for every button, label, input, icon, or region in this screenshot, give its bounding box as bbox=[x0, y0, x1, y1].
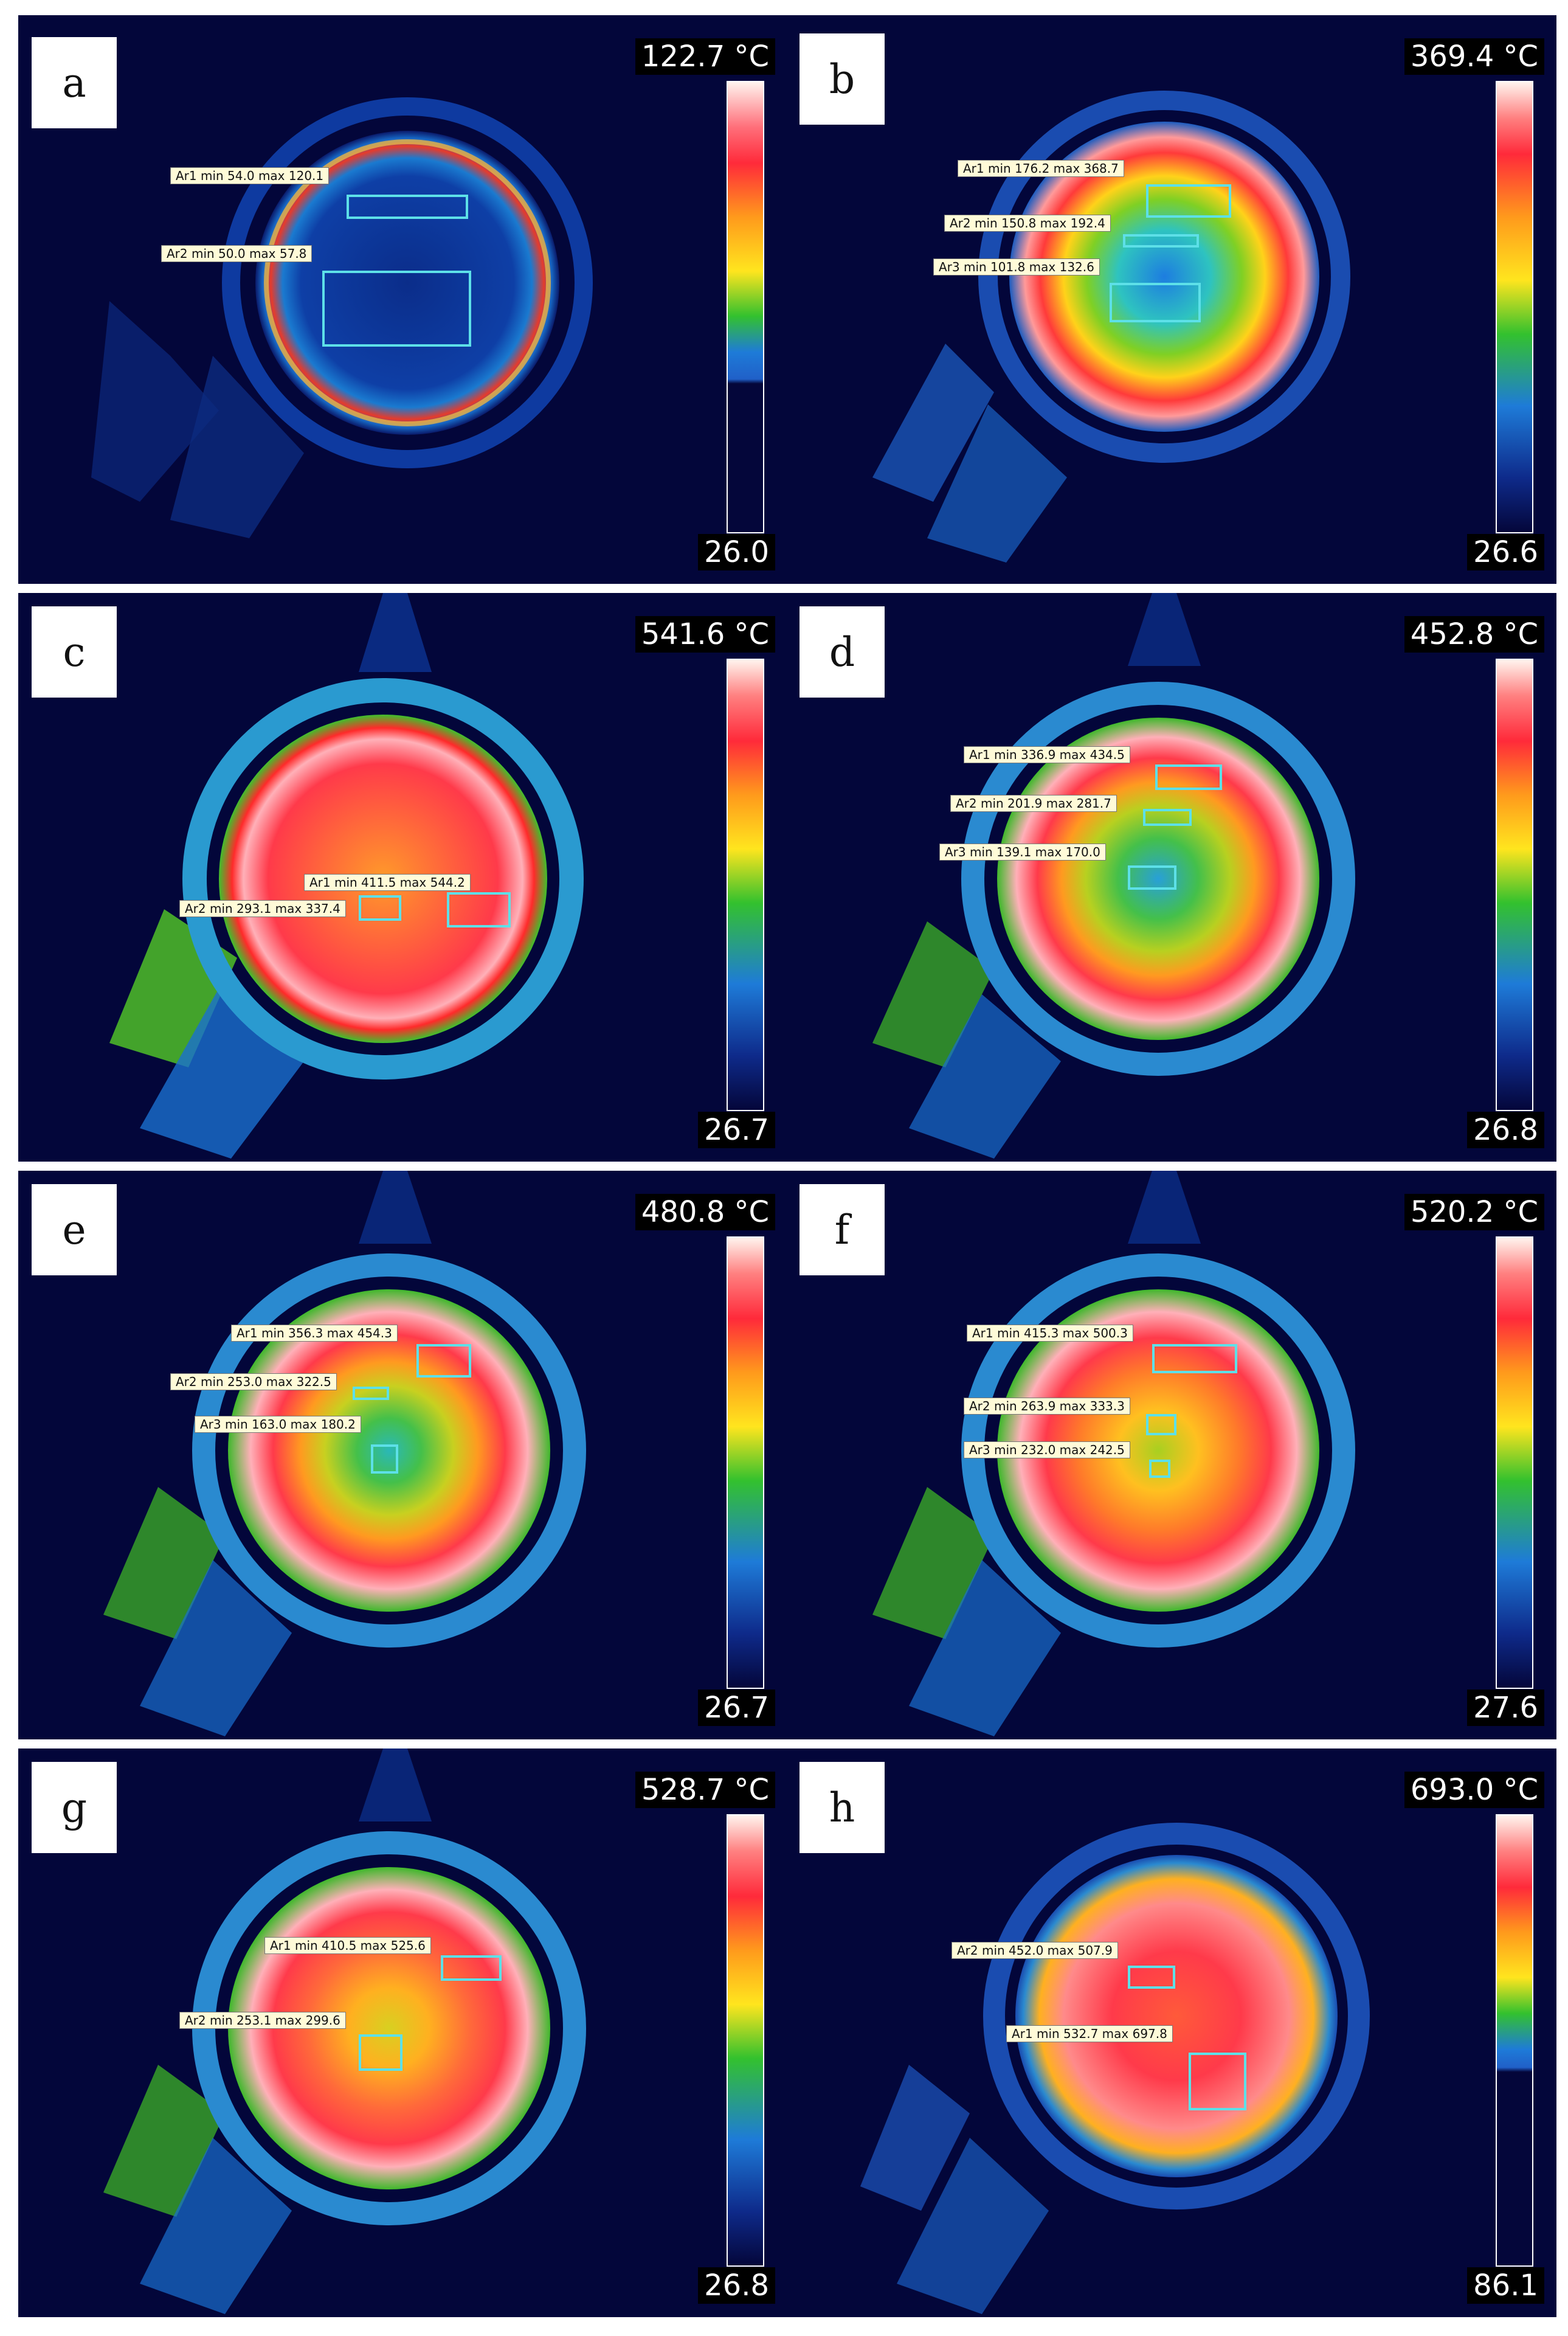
panel-letter: g bbox=[32, 1762, 117, 1853]
region-label: Ar2 min 150.8 max 192.4 bbox=[944, 215, 1111, 232]
roi-box bbox=[1143, 809, 1192, 826]
region-label: Ar1 min 410.5 max 525.6 bbox=[264, 1937, 431, 1954]
scale-max-label: 369.4 °C bbox=[1404, 38, 1544, 75]
roi-box bbox=[1146, 184, 1231, 218]
roi-box bbox=[347, 195, 468, 219]
thermal-image bbox=[103, 1749, 586, 2314]
region-label: Ar1 min 356.3 max 454.3 bbox=[231, 1325, 398, 1342]
scale-max-label: 693.0 °C bbox=[1404, 1772, 1544, 1808]
scale-min-label: 26.8 bbox=[1467, 1112, 1544, 1148]
thermal-panel-c: c 541.6 °C 26.7 Ar1 min 411.5 max 544.2 … bbox=[18, 593, 787, 1162]
temperature-color-scale bbox=[1496, 1236, 1533, 1689]
temperature-color-scale bbox=[727, 1236, 764, 1689]
roi-box bbox=[359, 2034, 402, 2071]
scale-max-label: 122.7 °C bbox=[635, 38, 775, 75]
scale-max-label: 520.2 °C bbox=[1404, 1194, 1544, 1230]
region-label: Ar1 min 415.3 max 500.3 bbox=[967, 1325, 1133, 1342]
roi-box bbox=[1123, 234, 1199, 248]
roi-box bbox=[1152, 1344, 1237, 1373]
scale-min-label: 26.7 bbox=[698, 1112, 775, 1148]
roi-box bbox=[416, 1344, 471, 1378]
temperature-color-scale bbox=[727, 81, 764, 533]
scale-max-label: 528.7 °C bbox=[635, 1772, 775, 1808]
thermal-panel-f: f 520.2 °C 27.6 Ar1 min 415.3 max 500.3 … bbox=[787, 1171, 1556, 1739]
panel-letter: e bbox=[32, 1184, 117, 1275]
scale-max-label: 541.6 °C bbox=[635, 616, 775, 653]
region-label: Ar3 min 101.8 max 132.6 bbox=[933, 258, 1100, 276]
scale-min-label: 26.7 bbox=[698, 1690, 775, 1726]
thermal-panel-e: e 480.8 °C 26.7 Ar1 min 356.3 max 454.3 … bbox=[18, 1171, 787, 1739]
region-label: Ar2 min 263.9 max 333.3 bbox=[964, 1398, 1130, 1415]
region-label: Ar2 min 50.0 max 57.8 bbox=[161, 245, 313, 262]
temperature-color-scale bbox=[1496, 659, 1533, 1111]
panel-letter: c bbox=[32, 606, 117, 698]
region-label: Ar1 min 336.9 max 434.5 bbox=[964, 746, 1130, 763]
region-label: Ar1 min 54.0 max 120.1 bbox=[170, 167, 330, 184]
roi-box bbox=[447, 892, 511, 927]
thermal-image bbox=[103, 1171, 586, 1736]
region-label: Ar2 min 253.1 max 299.6 bbox=[179, 2012, 346, 2029]
temperature-color-scale bbox=[727, 659, 764, 1111]
thermal-image bbox=[860, 1823, 1370, 2314]
thermal-image bbox=[872, 1171, 1355, 1736]
thermal-panel-a: a 122.7 °C 26.0 Ar1 min 54.0 max 120.1 A… bbox=[18, 15, 787, 584]
roi-box bbox=[1155, 764, 1222, 790]
thermal-panel-d: d 452.8 °C 26.8 Ar1 min 336.9 max 434.5 … bbox=[787, 593, 1556, 1162]
region-label: Ar2 min 253.0 max 322.5 bbox=[170, 1373, 337, 1390]
region-label: Ar2 min 293.1 max 337.4 bbox=[179, 900, 346, 917]
scale-max-label: 480.8 °C bbox=[635, 1194, 775, 1230]
region-label: Ar1 min 176.2 max 368.7 bbox=[958, 160, 1124, 177]
scale-min-label: 26.0 bbox=[698, 534, 775, 570]
region-label: Ar3 min 232.0 max 242.5 bbox=[964, 1441, 1130, 1458]
roi-box bbox=[353, 1387, 389, 1400]
roi-box bbox=[1189, 2053, 1246, 2110]
roi-box bbox=[1128, 1966, 1175, 1989]
region-label: Ar2 min 452.0 max 507.9 bbox=[952, 1942, 1118, 1959]
temperature-color-scale bbox=[1496, 81, 1533, 533]
panel-letter: b bbox=[800, 33, 885, 125]
scale-min-label: 27.6 bbox=[1467, 1690, 1544, 1726]
temperature-color-scale bbox=[1496, 1814, 1533, 2267]
region-label: Ar3 min 163.0 max 180.2 bbox=[195, 1416, 361, 1433]
roi-box bbox=[1149, 1460, 1170, 1478]
scale-min-label: 86.1 bbox=[1467, 2267, 1544, 2304]
region-label: Ar2 min 201.9 max 281.7 bbox=[950, 795, 1117, 812]
scale-min-label: 26.8 bbox=[698, 2267, 775, 2304]
roi-box bbox=[1146, 1414, 1176, 1435]
thermal-image bbox=[91, 97, 593, 538]
roi-box bbox=[1128, 865, 1176, 890]
thermal-panel-h: h 693.0 °C 86.1 Ar2 min 452.0 max 507.9 … bbox=[787, 1749, 1556, 2317]
region-label: Ar1 min 532.7 max 697.8 bbox=[1006, 2025, 1173, 2042]
temperature-color-scale bbox=[727, 1814, 764, 2267]
roi-box bbox=[441, 1955, 502, 1981]
region-label: Ar3 min 139.1 max 170.0 bbox=[939, 844, 1106, 861]
roi-box bbox=[371, 1444, 398, 1474]
thermal-image bbox=[872, 91, 1350, 563]
panel-letter: a bbox=[32, 37, 117, 128]
thermal-panel-g: g 528.7 °C 26.8 Ar1 min 410.5 max 525.6 … bbox=[18, 1749, 787, 2317]
thermal-panel-b: b 369.4 °C 26.6 Ar1 min 176.2 max 368.7 … bbox=[787, 15, 1556, 584]
region-label: Ar1 min 411.5 max 544.2 bbox=[304, 874, 471, 891]
panel-letter: d bbox=[800, 606, 885, 698]
scale-max-label: 452.8 °C bbox=[1404, 616, 1544, 653]
roi-box bbox=[1110, 283, 1201, 322]
roi-box bbox=[359, 895, 401, 921]
panel-letter: f bbox=[800, 1184, 885, 1275]
scale-min-label: 26.6 bbox=[1467, 534, 1544, 570]
panel-letter: h bbox=[800, 1762, 885, 1853]
roi-box bbox=[322, 271, 471, 347]
